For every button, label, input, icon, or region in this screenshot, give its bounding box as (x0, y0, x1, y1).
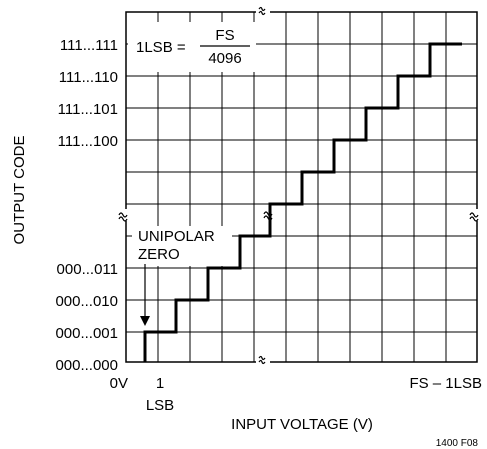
unipolar-zero-arrow (140, 264, 150, 326)
y-tick-111-101: 111...101 (58, 101, 118, 118)
unipolar-zero-label-line1: UNIPOLAR (138, 228, 215, 245)
x-tick-fs-minus-lsb: FS – 1LSB (409, 375, 482, 392)
x-tick-one-lsb-value: 1 (156, 375, 164, 392)
x-tick-one-lsb-unit: LSB (146, 397, 174, 414)
figure-id-label: 1400 F08 (436, 438, 479, 449)
lsb-formula-lhs: 1LSB = (136, 39, 186, 56)
y-tick-000-011: 000...011 (57, 261, 118, 278)
x-tick-origin: 0V (110, 375, 128, 392)
lsb-formula-numerator: FS (215, 27, 234, 44)
y-tick-000-010: 000...010 (55, 293, 118, 310)
lsb-formula-denominator: 4096 (208, 50, 241, 67)
y-axis-title: OUTPUT CODE (11, 136, 28, 245)
y-tick-111-100: 111...100 (58, 133, 118, 150)
transfer-staircase (143, 42, 462, 362)
y-tick-000-001: 000...001 (55, 325, 118, 342)
y-tick-111-110: 111...110 (59, 69, 118, 86)
y-tick-000-000: 000...000 (55, 357, 118, 374)
y-tick-111-111: 111...111 (60, 37, 118, 54)
x-axis-title: INPUT VOLTAGE (V) (231, 416, 373, 433)
axis-break-marks (118, 6, 484, 368)
plot-frame (125, 11, 478, 363)
unipolar-zero-label-line2: ZERO (138, 246, 180, 263)
